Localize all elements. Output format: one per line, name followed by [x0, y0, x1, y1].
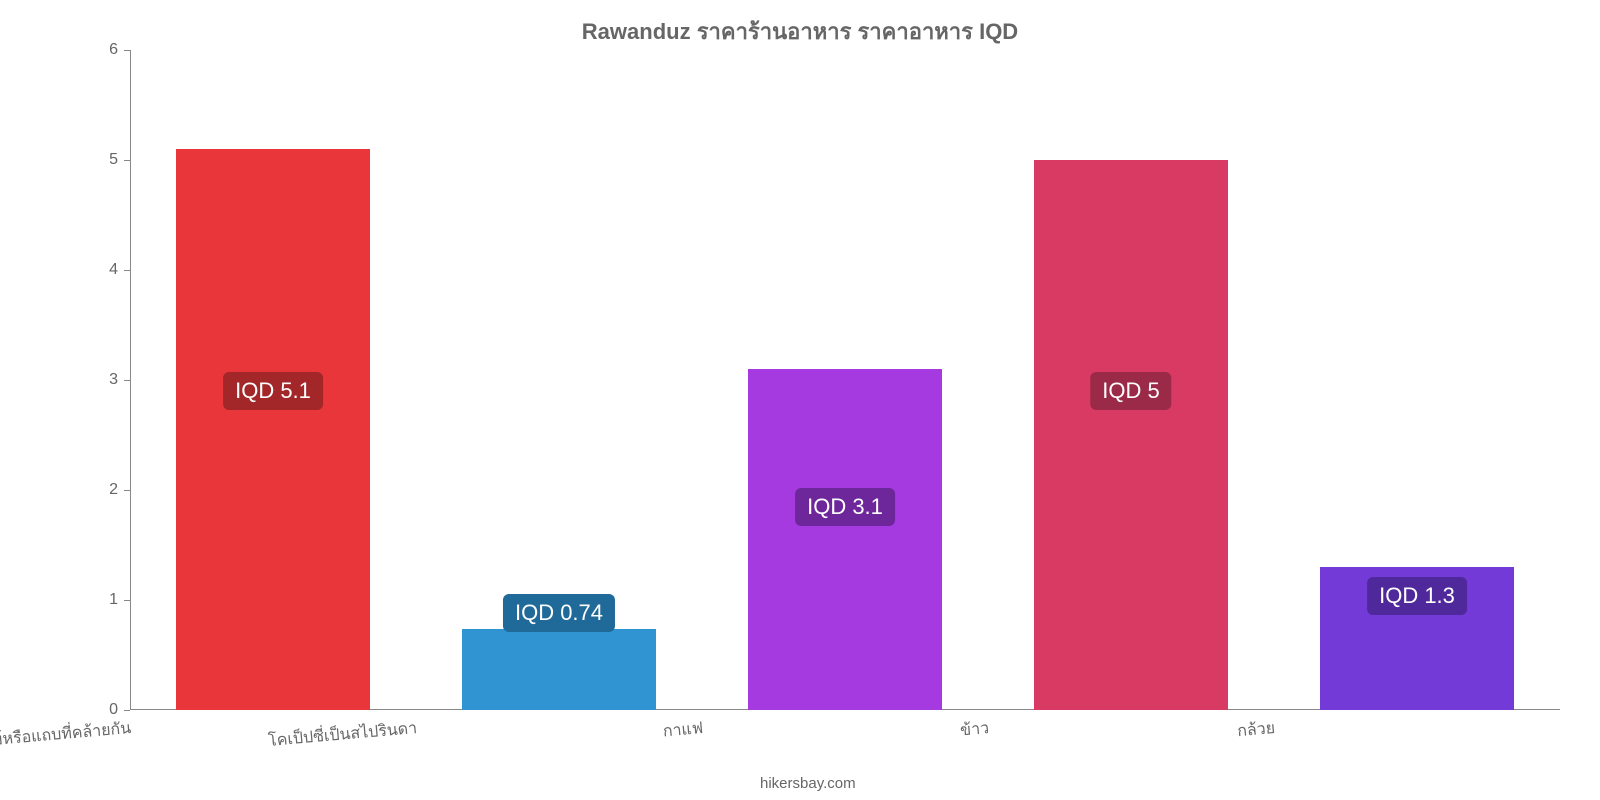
x-category-label: ข้าว — [959, 716, 990, 743]
y-tick-label: 3 — [109, 371, 118, 389]
x-category-label: เบอร์เกอร์ Mac กษัตริย์หรือแถบที่คล้ายกั… — [0, 716, 132, 766]
attribution-text: hikersbay.com — [760, 775, 856, 792]
y-tick-label: 5 — [109, 151, 118, 169]
y-axis-line — [130, 50, 131, 710]
bar — [748, 369, 942, 710]
y-tick — [124, 490, 130, 491]
value-badge: IQD 5.1 — [223, 372, 323, 410]
y-tick-label: 6 — [109, 41, 118, 59]
y-tick — [124, 50, 130, 51]
value-badge: IQD 0.74 — [503, 594, 615, 632]
x-category-label: กล้วย — [1236, 716, 1276, 744]
value-badge: IQD 1.3 — [1367, 577, 1467, 615]
y-tick — [124, 270, 130, 271]
bar — [176, 149, 370, 710]
bar — [1034, 160, 1228, 710]
value-badge: IQD 5 — [1090, 372, 1171, 410]
price-bar-chart: Rawanduz ราคาร้านอาหาร ราคาอาหาร IQD 012… — [0, 0, 1600, 800]
chart-title: Rawanduz ราคาร้านอาหาร ราคาอาหาร IQD — [0, 14, 1600, 49]
plot-area: 0123456IQD 5.1เบอร์เกอร์ Mac กษัตริย์หรื… — [130, 50, 1560, 710]
y-tick — [124, 600, 130, 601]
x-category-label: โคเป็ปซี่เป็นสไปรินดา — [267, 716, 418, 754]
value-badge: IQD 3.1 — [795, 488, 895, 526]
y-tick-label: 1 — [109, 591, 118, 609]
y-tick — [124, 380, 130, 381]
y-tick — [124, 160, 130, 161]
y-tick-label: 2 — [109, 481, 118, 499]
y-tick-label: 4 — [109, 261, 118, 279]
bar — [462, 629, 656, 710]
y-tick — [124, 710, 130, 711]
x-category-label: กาแฟ — [662, 716, 704, 744]
